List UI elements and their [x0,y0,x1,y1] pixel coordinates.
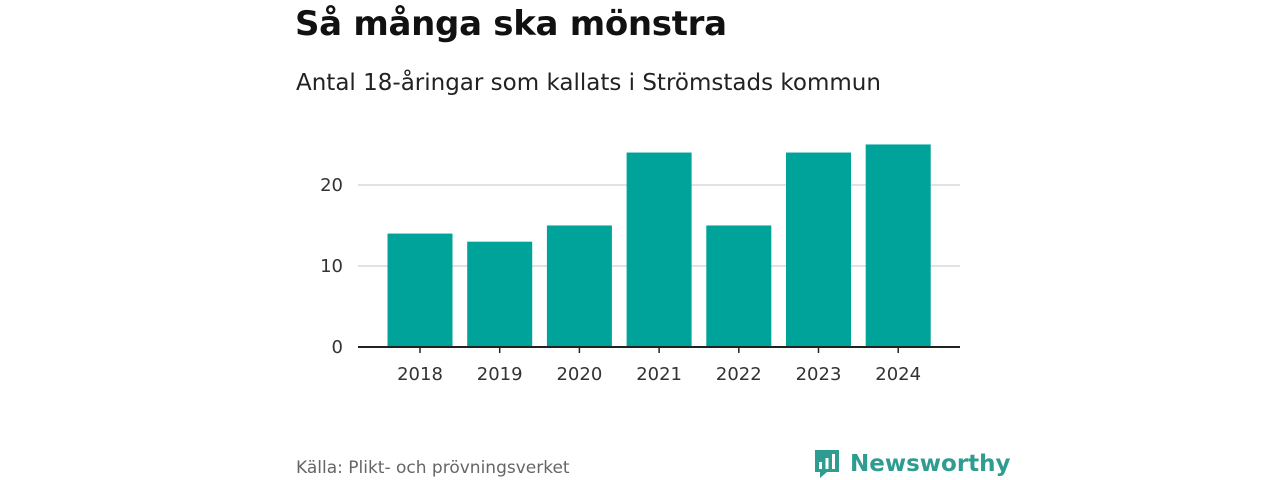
source-text: Källa: Plikt- och prövningsverket [296,458,570,478]
bar-2020[interactable] [546,225,612,347]
x-tick-label: 2023 [796,364,842,385]
x-tick-label: 2022 [716,364,762,385]
bar-2018[interactable] [387,233,453,347]
chart-title: Så många ska mönstra [295,4,727,44]
newsworthy-logo-icon [815,450,839,478]
bar-2021[interactable] [626,152,692,347]
newsworthy-brand[interactable]: Newsworthy [814,448,1011,480]
y-tick-label: 10 [320,256,343,277]
bar-chart: 0 10 20 2018 2019 2020 2021 2022 2023 2024 [320,144,960,385]
bars [387,144,931,347]
chart-subtitle: Antal 18-åringar som kallats i Strömstad… [296,70,881,96]
bar-2023[interactable] [786,152,851,347]
y-tick-label: 20 [320,175,343,196]
bar-2024[interactable] [865,144,931,347]
x-tick-label: 2018 [397,364,443,385]
y-tick-label: 0 [332,337,343,358]
axes: 0 10 20 2018 2019 2020 2021 2022 2023 2024 [320,175,960,385]
x-tick-label: 2021 [636,364,682,385]
brand-name: Newsworthy [850,451,1011,477]
bar-2022[interactable] [706,225,772,347]
x-tick-label: 2019 [477,364,523,385]
x-tick-label: 2020 [556,364,602,385]
bar-2019[interactable] [467,241,533,347]
x-tick-label: 2024 [875,364,921,385]
